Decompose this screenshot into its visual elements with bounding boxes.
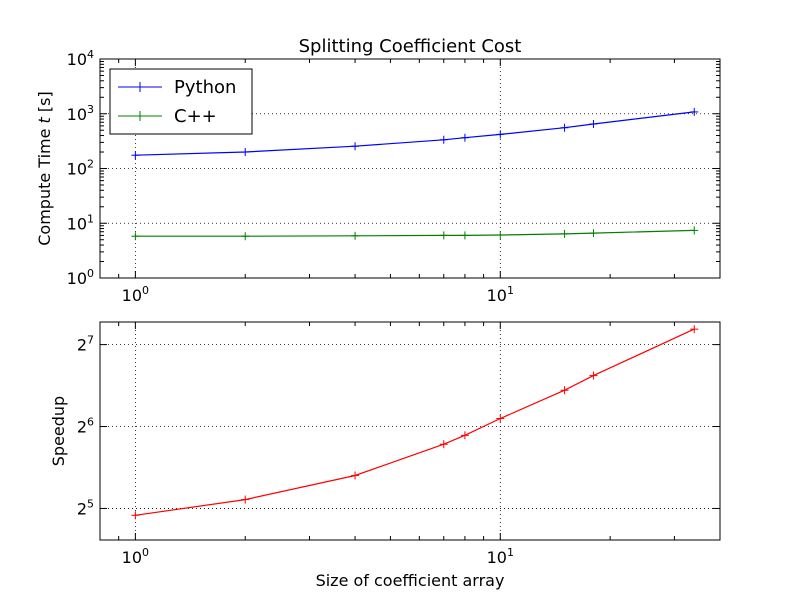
bottom-ticks: 100 101 25 26 27 <box>77 322 720 567</box>
bottom-x-tick-label: 100 <box>122 546 149 567</box>
bottom-series-speedup-point <box>589 371 598 380</box>
bottom-axes-frame <box>99 321 721 541</box>
top-series-python-point <box>496 130 505 139</box>
top-y-axis-label: Compute Time t [s] <box>35 91 54 245</box>
legend-box <box>109 68 253 135</box>
top-y-tick-label: 103 <box>67 103 94 124</box>
bottom-x-tick-label: 101 <box>487 546 514 567</box>
bottom-gridlines <box>100 322 720 540</box>
top-series-python-point <box>589 119 598 128</box>
top-series-c-point <box>560 229 569 238</box>
bottom-plot: 100 101 25 26 27 Speedup Size of coefficient… <box>49 321 721 590</box>
top-series-c-point <box>460 231 469 240</box>
top-y-tick-label: 100 <box>67 267 94 288</box>
top-series-c-point <box>690 226 699 235</box>
top-series-c-point <box>439 231 448 240</box>
top-series-c-point <box>131 232 140 241</box>
top-series-python-point <box>351 142 360 151</box>
bottom-y-tick-label: 25 <box>77 497 94 518</box>
top-series-python-point <box>560 123 569 132</box>
bottom-series-speedup-point <box>241 495 250 504</box>
bottom-series-layer <box>131 325 699 520</box>
top-x-tick-label: 100 <box>122 284 149 305</box>
top-ticks: 100 101 100 101 102 103 104 <box>67 48 720 305</box>
top-x-tick-label: 101 <box>487 284 514 305</box>
legend-python-label: Python <box>174 77 236 98</box>
top-series-python-point <box>241 148 250 157</box>
top-series-python-point <box>690 107 699 116</box>
bottom-y-tick-label: 26 <box>77 416 94 437</box>
bottom-series-speedup-point <box>690 325 699 334</box>
top-series-layer <box>131 107 699 241</box>
bottom-y-axis-label: Speedup <box>49 396 68 466</box>
top-y-tick-label: 101 <box>67 212 94 233</box>
top-series-python-point <box>439 135 448 144</box>
bottom-series-speedup-point <box>560 386 569 395</box>
top-series-c-point <box>351 231 360 240</box>
bottom-series-speedup-point <box>131 511 140 520</box>
chart-title: Splitting Coefficient Cost <box>299 36 522 57</box>
legend-cpp-label: C++ <box>174 106 217 127</box>
top-series-c-point <box>589 229 598 238</box>
bottom-series-speedup-point <box>460 431 469 440</box>
bottom-series-speedup-point <box>439 440 448 449</box>
top-series-python-point <box>131 151 140 160</box>
top-plot: Splitting Coefficient Cost 100 1011001011… <box>35 36 721 305</box>
top-series-c-point <box>241 232 250 241</box>
top-y-tick-label: 104 <box>67 48 94 69</box>
top-series-c-point <box>496 231 505 240</box>
bottom-series-speedup-point <box>496 414 505 423</box>
bottom-y-tick-label: 27 <box>77 334 94 355</box>
bottom-series-speedup-point <box>351 471 360 480</box>
top-y-tick-label: 102 <box>67 158 94 179</box>
legend: Python C++ <box>109 68 253 135</box>
top-series-python-point <box>460 133 469 142</box>
x-axis-label: Size of coefficient array <box>316 571 505 590</box>
